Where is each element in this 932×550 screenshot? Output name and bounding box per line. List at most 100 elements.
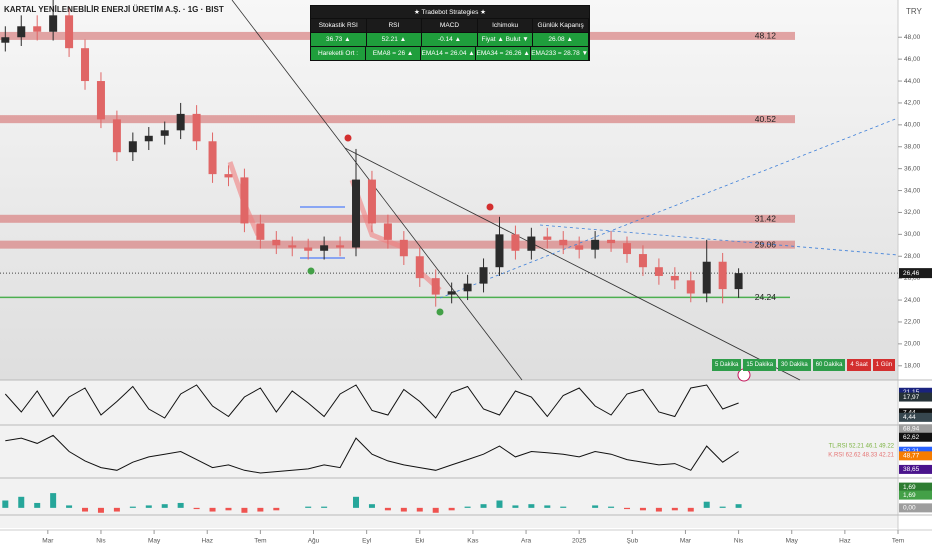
candle-body <box>543 236 552 240</box>
y-tick-label: 36,00 <box>904 165 921 172</box>
histogram-bar <box>624 507 631 510</box>
candle-body <box>447 291 456 295</box>
table-cell: Hareketli Ort : <box>311 46 367 60</box>
candle-body <box>176 113 185 131</box>
candle-body <box>288 245 297 248</box>
timeframe-button[interactable]: 15 Dakika <box>743 359 777 371</box>
timeframe-button[interactable]: 5 Dakika <box>712 359 742 371</box>
value-badge <box>899 451 932 461</box>
x-tick-label: Ağu <box>308 538 320 545</box>
candle-body <box>208 141 217 175</box>
candle-body <box>112 119 121 153</box>
y-tick-label: 48,00 <box>904 34 921 41</box>
candle-body <box>431 278 440 295</box>
resistance-level <box>0 115 795 124</box>
table-cell: EMA8 = 26 ▲ <box>366 46 422 60</box>
histogram-bar <box>687 507 694 512</box>
candle-body <box>256 223 265 240</box>
histogram-bar <box>321 506 328 508</box>
value-badge <box>899 392 932 402</box>
histogram-bar <box>129 506 136 508</box>
y-tick-label: 20,00 <box>904 341 921 348</box>
histogram-bar <box>145 505 152 508</box>
column-header: RSI <box>366 18 423 32</box>
x-tick-label: Ara <box>521 538 532 545</box>
histogram-bar <box>464 506 471 508</box>
value-badge-label: 68,94 <box>903 425 920 432</box>
histogram-bar <box>82 507 89 512</box>
value-badge-label: 4,44 <box>903 414 916 421</box>
candle-body <box>479 267 488 284</box>
candle-body <box>33 26 42 32</box>
y-tick-label: 28,00 <box>904 253 921 260</box>
timeframe-button[interactable]: 30 Dakika <box>778 359 811 371</box>
signal-markers <box>307 134 751 382</box>
indicator-line <box>4 384 739 419</box>
candle-body <box>591 239 600 250</box>
candle-body <box>160 130 169 136</box>
histogram-bar <box>66 505 73 508</box>
histogram-bar <box>528 504 535 508</box>
value-badge <box>899 424 932 434</box>
candle-body <box>1 37 10 43</box>
histogram-bar <box>448 507 455 511</box>
y-tick-label: 24,00 <box>904 297 921 304</box>
histogram-bar <box>432 507 439 513</box>
histogram-bar <box>671 507 678 511</box>
value-badge <box>899 446 932 456</box>
value-badge <box>899 387 932 397</box>
value-badge-label: 38,65 <box>903 466 920 473</box>
histogram-bar <box>18 496 25 508</box>
x-tick-label: Eki <box>415 538 424 545</box>
histogram-bar <box>241 507 248 513</box>
value-badge-label: 62,62 <box>903 434 920 441</box>
y-tick-label: 30,00 <box>904 231 921 238</box>
column-header: Günlük Kapanış <box>533 18 589 32</box>
histogram-bar <box>480 504 487 508</box>
candle-body <box>463 283 472 292</box>
y-tick-label: 44,00 <box>904 78 921 85</box>
candle-body <box>383 223 392 240</box>
y-tick-label: 26,00 <box>904 275 921 282</box>
x-tick-label: May <box>786 538 799 545</box>
histogram-bar <box>735 504 742 508</box>
candle-body <box>575 245 584 250</box>
y-tick-label: 42,00 <box>904 100 921 107</box>
histogram-bar <box>639 507 646 511</box>
table-cell: EMA233 = 28.78 ▼ <box>531 46 590 60</box>
x-tick-label: May <box>148 538 161 545</box>
candle-body <box>224 174 233 178</box>
value-badge <box>899 482 932 492</box>
chart-title: KARTAL YENİLENEBİLİR ENERJİ ÜRETİM A.Ş. … <box>4 5 224 14</box>
value-badge-label: 1,69 <box>903 492 916 499</box>
y-tick-label: 38,00 <box>904 143 921 150</box>
candle-body <box>734 273 743 290</box>
x-tick-label: Şub <box>627 538 639 545</box>
histogram-bar <box>273 507 280 511</box>
candle-body <box>670 275 679 281</box>
timeframe-button[interactable]: 1 Gün <box>872 359 896 371</box>
table-cell: 26.08 ▲ <box>533 32 589 46</box>
candle-body <box>192 113 201 142</box>
timeframe-button[interactable]: 60 Dakika <box>812 359 846 371</box>
candle-body <box>320 245 329 251</box>
x-tick-label: Mar <box>42 538 54 545</box>
indicator-line <box>5 434 739 474</box>
trend-lines <box>227 0 899 381</box>
histogram-bar <box>113 507 120 512</box>
histogram-bar <box>544 505 551 508</box>
level-label: 31.42 <box>755 214 777 224</box>
histogram-bar <box>655 507 662 512</box>
candle-body <box>17 26 26 38</box>
candle-body <box>399 239 408 257</box>
strategy-table: ★ Tradebot Strategies ★ Stokastik RSI RSI… <box>310 5 590 61</box>
table-title: ★ Tradebot Strategies ★ <box>311 6 589 18</box>
candle-body <box>702 261 711 294</box>
timeframe-button[interactable]: 4 Saat <box>847 359 871 371</box>
candle-body <box>654 267 663 276</box>
histogram-bar <box>225 507 232 511</box>
histogram-bar <box>608 506 615 508</box>
histogram-bar <box>496 500 503 508</box>
